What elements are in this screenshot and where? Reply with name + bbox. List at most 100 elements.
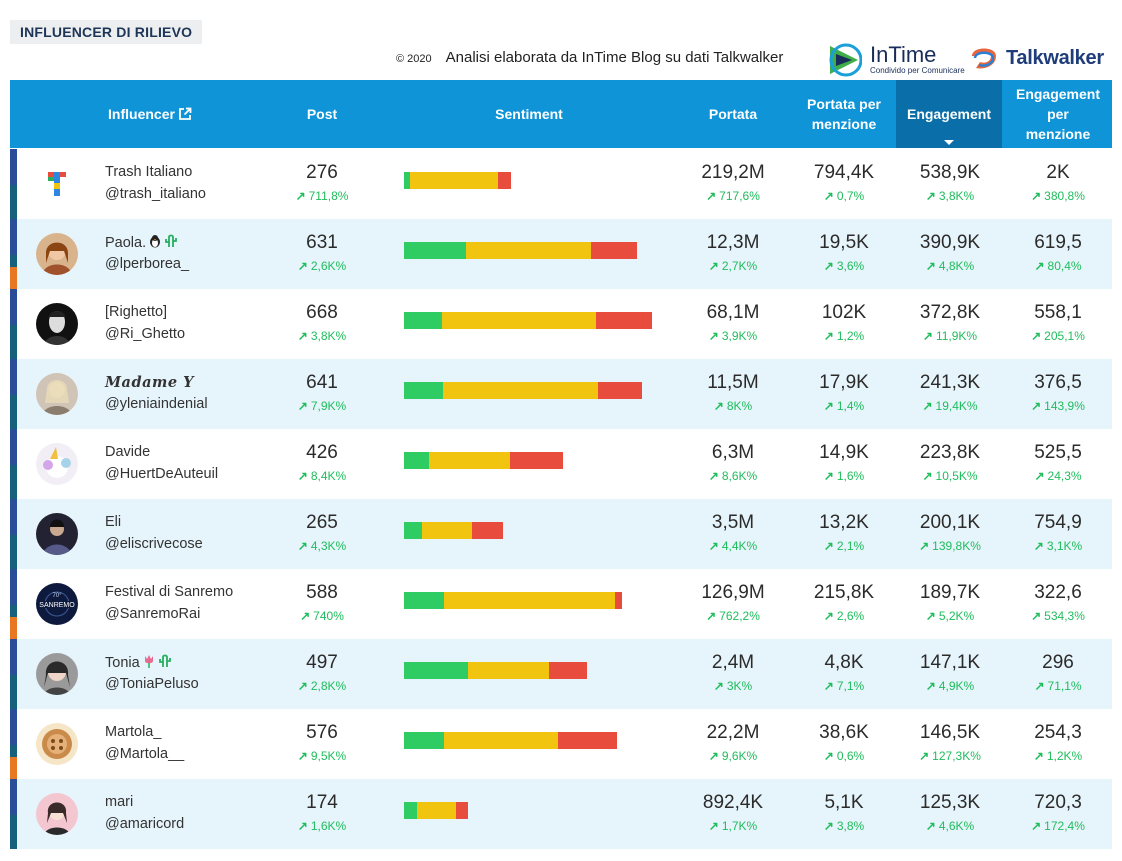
influencer-handle[interactable]: @yleniaindenial: [105, 396, 208, 412]
portata-menzione-value: 19,5K: [819, 232, 869, 253]
sentiment-neutral: [466, 242, 591, 259]
engagement-menzione-value: 720,3: [1034, 792, 1082, 813]
influencer-name[interactable]: [Righetto]: [105, 304, 168, 320]
table-row[interactable]: SANREMO 70° Festival di Sanremo @SanremoR…: [10, 569, 1112, 639]
engagement-menzione-change: ↗ 3,1K%: [1033, 539, 1083, 553]
influencer-name[interactable]: Martola_: [105, 724, 162, 740]
avatar[interactable]: SANREMO 70°: [36, 583, 78, 625]
col-engagement[interactable]: Engagement: [896, 80, 1002, 148]
influencer-handle[interactable]: @eliscrivecose: [105, 536, 203, 552]
influencer-name[interactable]: Trash Italiano: [105, 164, 193, 180]
table-row[interactable]: Paola. @lperborea_ 631 ↗ 2,6K% 12,3M ↗ 2,7…: [10, 219, 1112, 289]
influencer-name[interactable]: Tonia: [105, 654, 172, 671]
trend-up-icon: ↗: [297, 259, 308, 273]
engagement-change: ↗ 5,2K%: [925, 609, 975, 623]
avatar[interactable]: [36, 513, 78, 555]
portata-menzione-change: ↗ 2,1%: [823, 539, 865, 553]
avatar[interactable]: [36, 373, 78, 415]
col-post[interactable]: Post: [306, 106, 338, 122]
influencer-handle[interactable]: @lperborea_: [105, 256, 190, 272]
avatar[interactable]: [36, 653, 78, 695]
penguin-icon: [150, 235, 161, 248]
table-row[interactable]: [Righetto] @Ri_Ghetto 668 ↗ 3,8K% 68,1M ↗…: [10, 289, 1112, 359]
table-row[interactable]: mari @amaricord 174 ↗ 1,6K% 892,4K ↗ 1,7K%…: [10, 779, 1112, 849]
talkwalker-brand: Talkwalker: [1006, 47, 1104, 69]
influencer-handle[interactable]: @ToniaPeluso: [105, 676, 199, 692]
sentiment-negative: [558, 732, 617, 749]
influencer-handle[interactable]: @Martola__: [105, 746, 185, 762]
engagement-value: 200,1K: [919, 512, 981, 533]
engagement-menzione-change: ↗ 534,3%: [1031, 609, 1085, 623]
portata-menzione-value: 102K: [821, 302, 867, 323]
col-influencer-label: Influencer: [108, 106, 175, 122]
trend-up-icon: ↗: [708, 469, 719, 483]
influencer-name[interactable]: Festival di Sanremo: [105, 584, 234, 600]
avatar[interactable]: [36, 443, 78, 485]
external-link-icon[interactable]: [178, 107, 192, 121]
engagement-change: ↗ 11,9K%: [922, 329, 978, 343]
table-row[interactable]: Davide @HuertDeAuteuil 426 ↗ 8,4K% 6,3M ↗…: [10, 429, 1112, 499]
trend-up-icon: ↗: [1034, 679, 1045, 693]
post-count: 631: [306, 232, 338, 253]
avatar[interactable]: [36, 163, 78, 205]
sentiment-neutral: [443, 382, 598, 399]
trend-up-icon: ↗: [297, 539, 308, 553]
row-indicator: [10, 499, 17, 569]
avatar[interactable]: [36, 723, 78, 765]
engagement-value: 241,3K: [919, 372, 981, 393]
portata-menzione-value: 38,6K: [819, 722, 869, 743]
trend-up-icon: ↗: [1033, 539, 1044, 553]
post-count: 276: [306, 162, 338, 183]
engagement-value: 223,8K: [919, 442, 981, 463]
engagement-menzione-value: 376,5: [1034, 372, 1082, 393]
influencer-name[interactable]: Paola.: [105, 234, 178, 251]
sentiment-negative: [591, 242, 637, 259]
portata-value: 68,1M: [706, 302, 760, 323]
influencer-name[interactable]: mari: [105, 794, 134, 810]
col-sentiment[interactable]: Sentiment: [495, 106, 563, 122]
trend-up-icon: ↗: [925, 259, 936, 273]
influencer-handle[interactable]: @HuertDeAuteuil: [105, 466, 219, 482]
influencer-name[interactable]: Eli: [105, 514, 122, 530]
talkwalker-logo[interactable]: Talkwalker: [966, 40, 1111, 76]
engagement-value: 390,9K: [919, 232, 981, 253]
influencer-name[interactable]: Davide: [105, 444, 151, 460]
col-engagement-menzione[interactable]: Engagement per menzione: [1008, 80, 1108, 148]
portata-menzione-value: 794,4K: [813, 162, 875, 183]
table-row[interactable]: Madame Y @yleniaindenial 641 ↗ 7,9K% 11,5…: [10, 359, 1112, 429]
table-row[interactable]: Martola_ @Martola__ 576 ↗ 9,5K% 22,2M ↗ 9,…: [10, 709, 1112, 779]
trend-up-icon: ↗: [708, 329, 719, 343]
trend-up-icon: ↗: [297, 329, 308, 343]
intime-logo-icon: [829, 43, 862, 77]
influencer-name[interactable]: Madame Y: [105, 374, 194, 391]
avatar[interactable]: [36, 233, 78, 275]
table-row[interactable]: Eli @eliscrivecose 265 ↗ 4,3K% 3,5M ↗ 4,4K…: [10, 499, 1112, 569]
post-change: ↗ 2,8K%: [297, 679, 347, 693]
engagement-value: 146,5K: [919, 722, 981, 743]
row-indicator: [10, 149, 17, 219]
col-portata-menzione[interactable]: Portata per menzione: [794, 80, 894, 148]
sentiment-negative: [549, 662, 587, 679]
avatar[interactable]: [36, 303, 78, 345]
portata-value: 22,2M: [706, 722, 760, 743]
influencer-handle[interactable]: @Ri_Ghetto: [105, 326, 186, 342]
trend-up-icon: ↗: [823, 609, 834, 623]
table-row[interactable]: Trash Italiano @trash_italiano 276 ↗ 711,…: [10, 149, 1112, 219]
portata-value: 11,5M: [707, 372, 759, 393]
intime-logo[interactable]: InTime Condivido per Comunicare: [826, 42, 976, 78]
engagement-value: 147,1K: [919, 652, 981, 673]
post-count: 265: [306, 512, 338, 533]
influencer-handle[interactable]: @amaricord: [105, 816, 185, 832]
engagement-menzione-change: ↗ 1,2K%: [1033, 749, 1083, 763]
trend-up-icon: ↗: [713, 679, 724, 693]
table-row[interactable]: Tonia @ToniaPeluso 497 ↗ 2,8K% 2,4M ↗ 3K% …: [10, 639, 1112, 709]
avatar[interactable]: [36, 793, 78, 835]
influencer-handle[interactable]: @trash_italiano: [105, 186, 206, 202]
engagement-value: 538,9K: [919, 162, 981, 183]
col-engagement-label: Engagement: [906, 106, 991, 122]
influencer-handle[interactable]: @SanremoRai: [105, 606, 201, 622]
col-influencer[interactable]: Influencer: [90, 80, 210, 148]
credit-text: Analisi elaborata da InTime Blog su dati…: [445, 49, 784, 66]
portata-menzione-change: ↗ 0,7%: [823, 189, 865, 203]
col-portata[interactable]: Portata: [708, 106, 758, 122]
